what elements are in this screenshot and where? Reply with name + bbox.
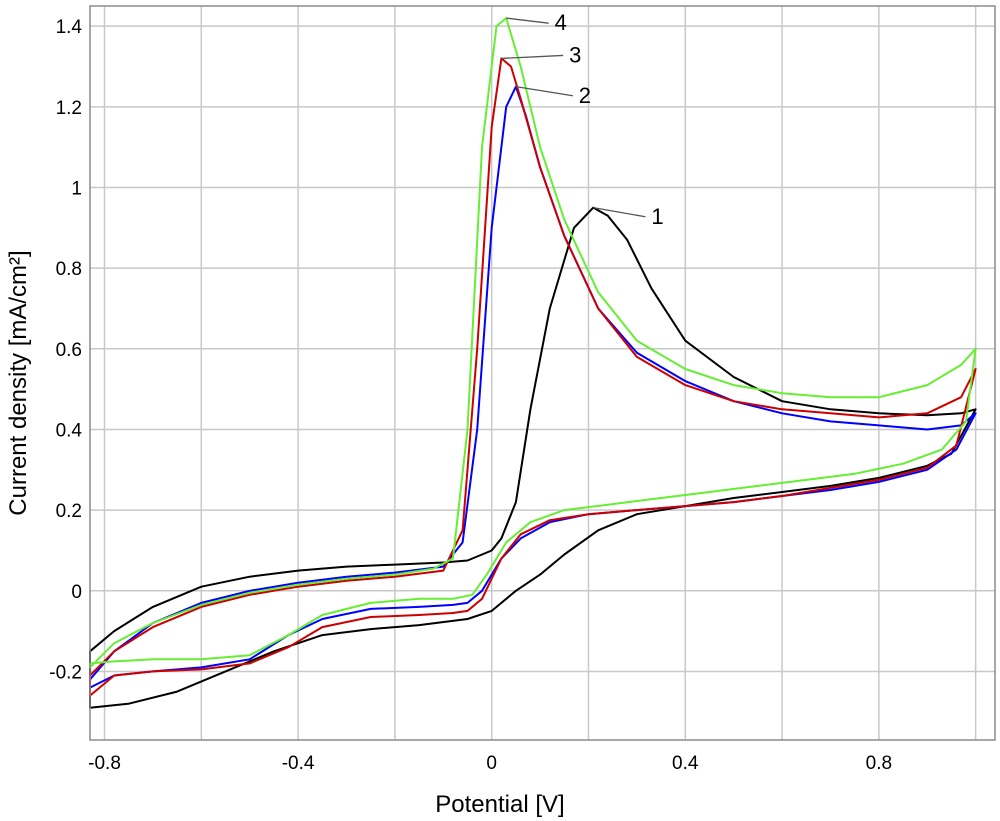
- y-tick-label: -0.2: [49, 662, 82, 683]
- y-axis-label: Current density [mA/cm²]: [5, 250, 32, 515]
- series-1-curve: [89, 206, 977, 709]
- x-tick-label: 0: [486, 753, 497, 774]
- series-4-curve: [89, 17, 977, 669]
- y-tick-label: 0.8: [56, 259, 82, 280]
- x-axis-label: Potential [V]: [435, 791, 564, 818]
- series-1-annotation: 1: [651, 204, 663, 229]
- x-tick-label: 0.4: [672, 753, 699, 774]
- data-series: [89, 17, 977, 709]
- series-4-leader: [506, 17, 549, 24]
- y-tick-label: 0.4: [56, 420, 83, 441]
- y-tick-label: 1.4: [56, 17, 83, 38]
- series-3-leader: [501, 54, 564, 60]
- series-1-leader: [593, 207, 646, 218]
- series-2-leader: [515, 86, 573, 97]
- series-2-curve: [89, 85, 977, 689]
- y-tick-label: 1.2: [56, 98, 82, 119]
- x-tick-label: 0.8: [866, 753, 892, 774]
- tick-labels: -0.8 -0.4 0 0.4 0.8 -0.2 0 0.2 0.4 0.6 0.8 1 1.2 1.4: [49, 17, 892, 774]
- y-tick-label: 1: [71, 178, 82, 199]
- y-tick-label: 0.6: [56, 340, 82, 361]
- series-annotations: 1 2 34: [501, 10, 664, 229]
- y-tick-label: 0.2: [56, 501, 82, 522]
- x-tick-label: -0.8: [88, 753, 121, 774]
- plot-frame: [89, 5, 996, 741]
- series-3-annotation: 3: [569, 42, 581, 67]
- series-4-annotation: 4: [555, 10, 567, 35]
- series-2-annotation: 2: [579, 83, 591, 108]
- x-tick-label: -0.4: [282, 753, 315, 774]
- y-tick-label: 0: [71, 582, 82, 603]
- series-3-curve: [89, 57, 977, 697]
